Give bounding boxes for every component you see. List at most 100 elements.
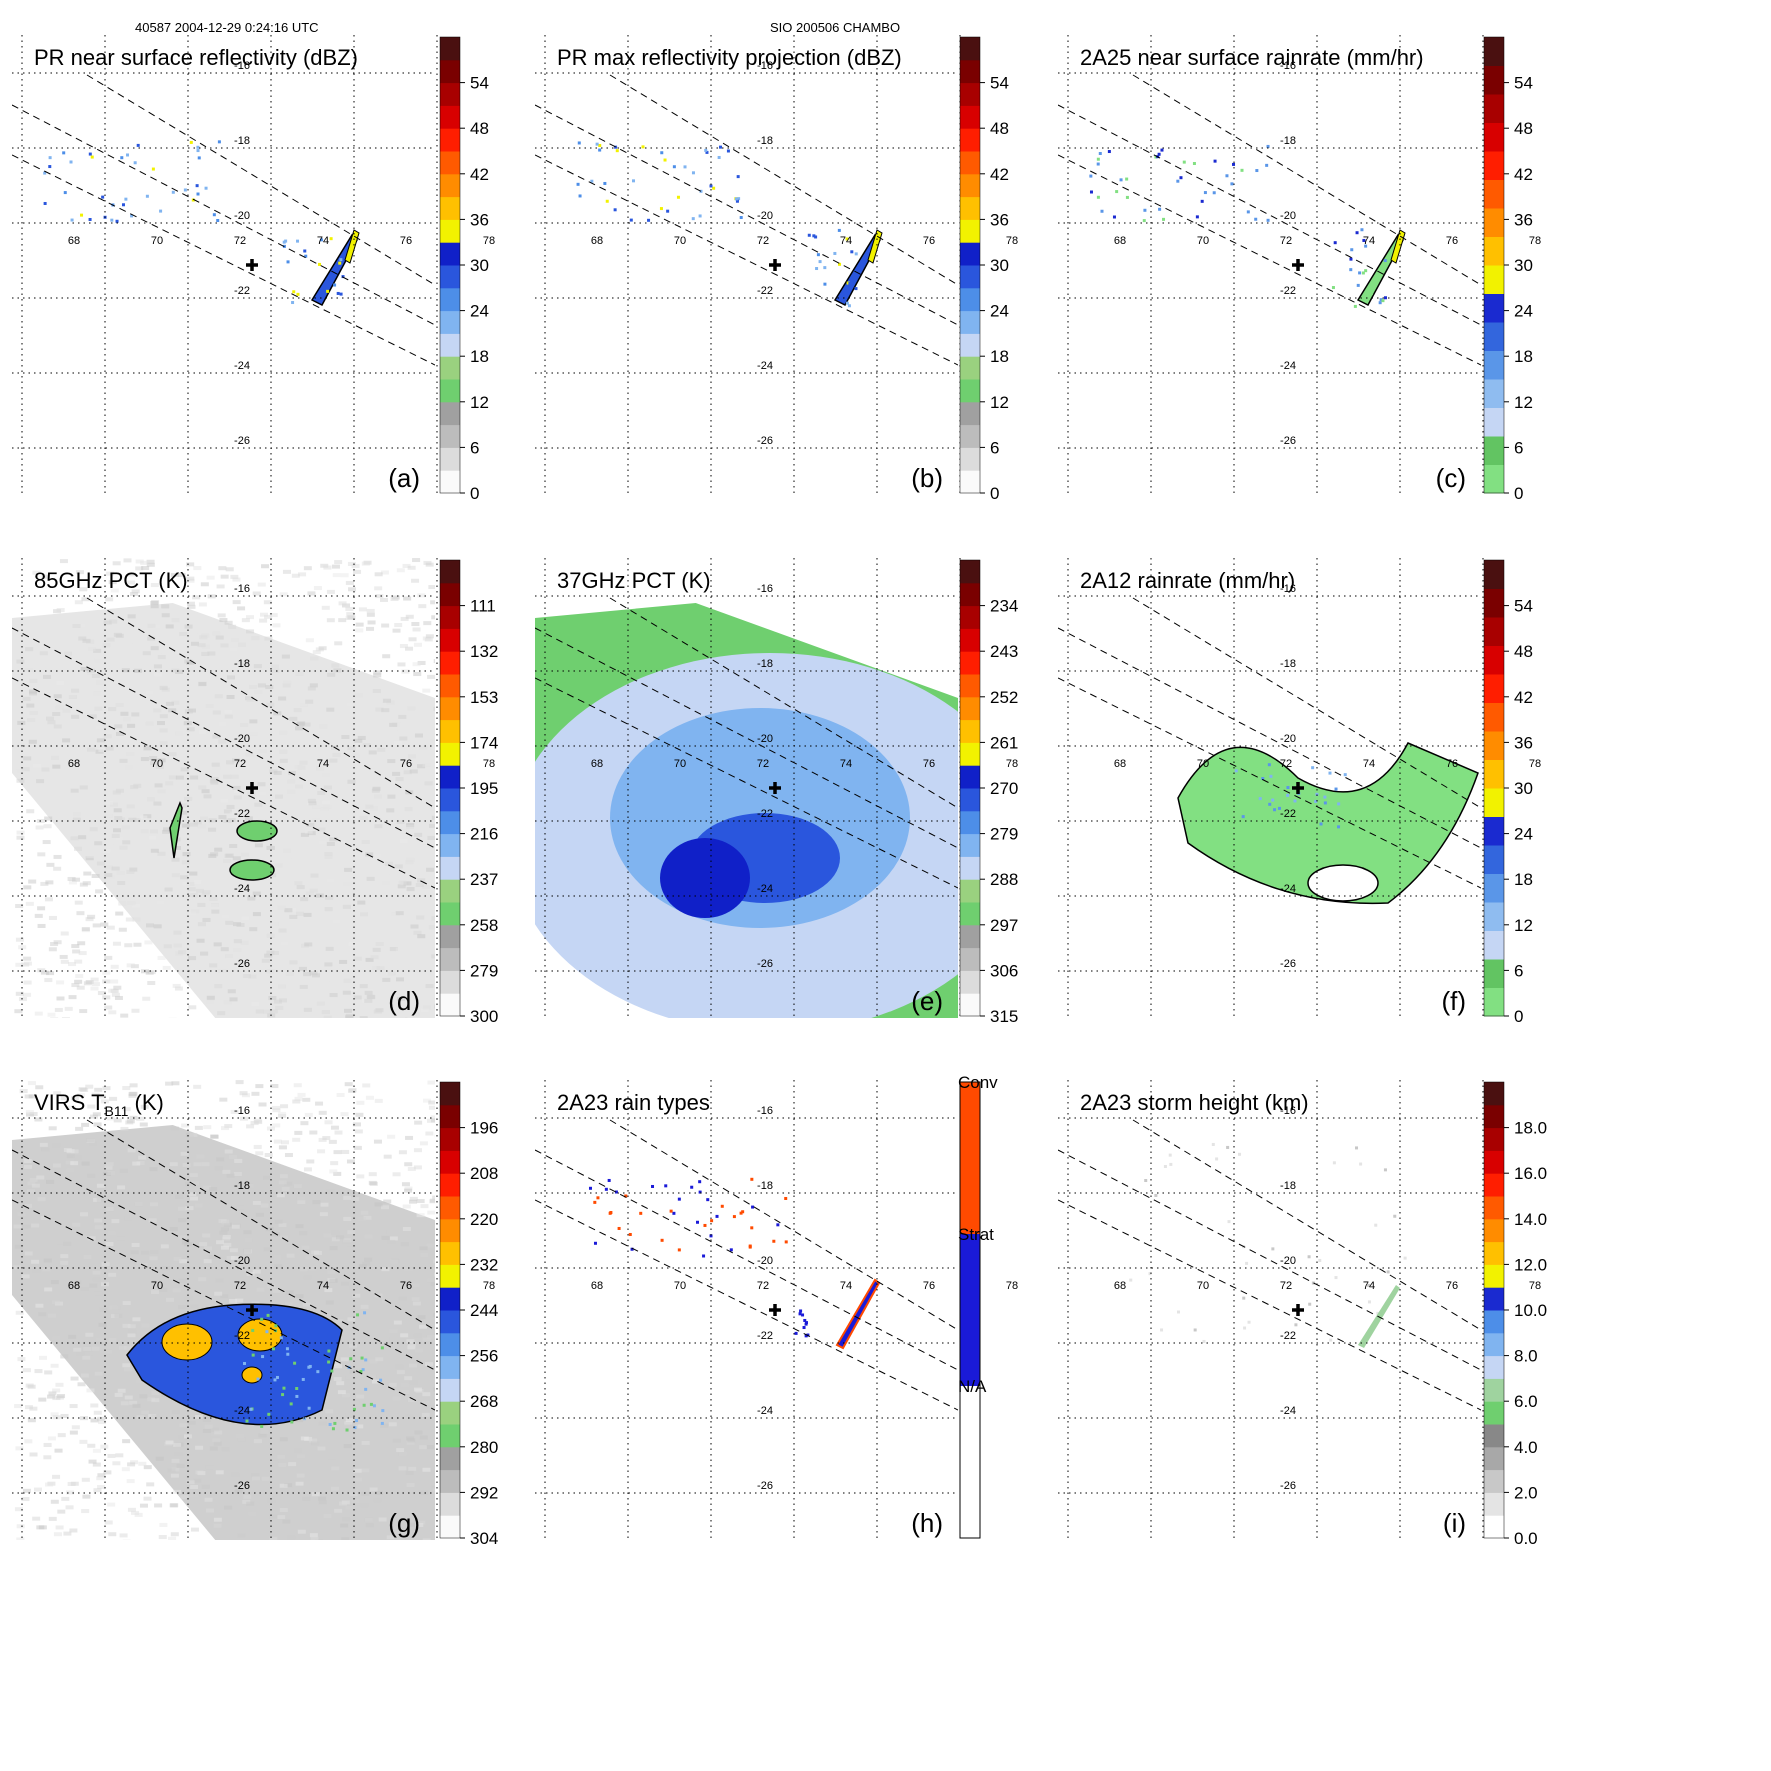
texture-cell xyxy=(73,1155,82,1160)
texture-cell xyxy=(190,1196,199,1201)
texture-cell xyxy=(159,1287,168,1292)
texture-cell xyxy=(430,600,435,605)
texture-cell xyxy=(318,1421,327,1426)
swath-edge xyxy=(12,104,435,326)
texture-cell xyxy=(50,1280,59,1285)
colorbar-cell xyxy=(440,219,460,243)
texture-cell xyxy=(239,1266,248,1271)
texture-cell xyxy=(401,1182,410,1187)
texture-cell xyxy=(315,1101,324,1106)
texture-cell xyxy=(340,1112,349,1117)
texture-cell xyxy=(422,1467,431,1472)
texture-cell xyxy=(54,1007,63,1012)
texture-cell xyxy=(142,996,151,1001)
texture-cell xyxy=(161,604,170,609)
data-pixel xyxy=(88,217,92,221)
data-pixel xyxy=(1215,1157,1219,1161)
texture-cell xyxy=(52,1143,61,1148)
data-pixel xyxy=(659,207,663,211)
texture-cell xyxy=(327,1270,336,1275)
texture-cell xyxy=(237,1484,246,1489)
texture-cell xyxy=(409,1196,418,1201)
texture-cell xyxy=(345,606,354,611)
texture-cell xyxy=(104,1191,113,1196)
texture-cell xyxy=(169,1503,178,1508)
texture-cell xyxy=(433,818,435,823)
lon-tick-label: 74 xyxy=(1363,235,1375,247)
colorbar-cell xyxy=(1484,987,1504,1017)
colorbar-cell xyxy=(960,242,980,266)
data-pixel xyxy=(1381,299,1385,303)
texture-cell xyxy=(232,758,241,763)
texture-cell xyxy=(208,818,217,823)
texture-cell xyxy=(318,1110,327,1115)
texture-cell xyxy=(130,1460,139,1465)
texture-cell xyxy=(348,1088,357,1093)
texture-cell xyxy=(304,942,313,947)
texture-cell xyxy=(307,686,316,691)
texture-cell xyxy=(413,672,422,677)
texture-cell xyxy=(187,1420,196,1425)
lon-tick-label: 70 xyxy=(1197,235,1209,247)
texture-cell xyxy=(311,1492,320,1497)
texture-cell xyxy=(343,978,352,983)
texture-cell xyxy=(199,1242,208,1247)
texture-cell xyxy=(150,600,159,605)
texture-cell xyxy=(412,1301,421,1306)
texture-cell xyxy=(28,739,37,744)
texture-cell xyxy=(96,1338,105,1343)
texture-cell xyxy=(283,680,292,685)
lon-tick-label: 76 xyxy=(1446,758,1458,770)
texture-cell xyxy=(13,1224,22,1229)
data-pixel xyxy=(318,262,322,266)
texture-cell xyxy=(423,621,432,626)
texture-cell xyxy=(155,764,164,769)
lon-tick-label: 78 xyxy=(483,235,495,247)
data-pixel xyxy=(720,1204,724,1208)
data-pixel xyxy=(1386,1270,1390,1274)
texture-cell xyxy=(294,1096,303,1101)
texture-cell xyxy=(263,1175,272,1180)
texture-cell xyxy=(201,789,210,794)
texture-cell xyxy=(323,1233,332,1238)
texture-cell xyxy=(74,900,83,905)
texture-cell xyxy=(268,996,277,1001)
texture-cell xyxy=(27,1181,36,1186)
texture-cell xyxy=(240,722,249,727)
colorbar-label: 0 xyxy=(1514,484,1523,503)
texture-cell xyxy=(22,1224,31,1229)
lon-tick-label: 70 xyxy=(1197,758,1209,770)
texture-cell xyxy=(357,735,366,740)
colorbar-cell xyxy=(960,379,980,403)
texture-cell xyxy=(65,1505,74,1510)
colorbar-frame xyxy=(959,1081,981,1539)
colorbar-cell xyxy=(1484,236,1504,266)
texture-cell xyxy=(381,1235,390,1240)
texture-cell xyxy=(347,1242,356,1247)
texture-cell xyxy=(419,1435,428,1440)
texture-cell xyxy=(103,1470,112,1475)
texture-cell xyxy=(173,1442,182,1447)
texture-cell xyxy=(341,1149,350,1154)
data-pixel xyxy=(1376,1311,1380,1315)
texture-cell xyxy=(316,766,325,771)
texture-cell xyxy=(40,881,49,886)
texture-cell xyxy=(271,664,280,669)
data-pixel xyxy=(703,1223,707,1227)
colorbar-cell xyxy=(1484,1446,1504,1471)
texture-cell xyxy=(70,788,79,793)
colorbar-cell xyxy=(440,1401,460,1425)
colorbar-cell xyxy=(1484,1492,1504,1516)
colorbar-label: 18 xyxy=(1514,870,1533,889)
texture-cell xyxy=(243,1248,252,1253)
texture-cell xyxy=(263,600,272,605)
data-pixel xyxy=(709,1234,713,1238)
texture-cell xyxy=(94,706,103,711)
texture-cell xyxy=(269,1009,278,1014)
texture-cell xyxy=(139,1394,148,1399)
texture-cell xyxy=(29,689,38,694)
texture-cell xyxy=(370,955,379,960)
texture-cell xyxy=(295,1418,304,1423)
texture-cell xyxy=(258,791,267,796)
texture-cell xyxy=(88,1459,97,1464)
